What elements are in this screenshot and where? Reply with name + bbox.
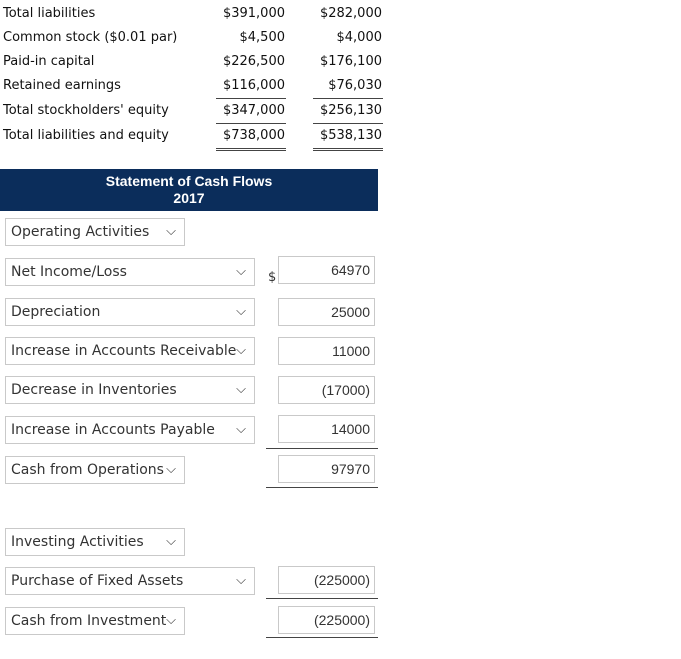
subtotal-rule (216, 98, 286, 99)
dropdown-selected-value: Investing Activities (11, 534, 144, 550)
chevron-down-icon: ⌵ (236, 573, 246, 588)
cash-from-investment-dropdown[interactable]: Cash from Investment ⌵ (5, 607, 185, 635)
dropdown-selected-value: Increase in Accounts Payable (11, 422, 215, 438)
chevron-down-icon: ⌵ (236, 382, 246, 397)
chevron-down-icon: ⌵ (236, 264, 246, 279)
inventories-amount-input[interactable]: (17000) (278, 376, 375, 404)
cash-flow-year: 2017 (173, 190, 205, 206)
subtotal-rule (266, 598, 378, 599)
chevron-down-icon: ⌵ (166, 462, 176, 477)
cash-from-investment-amount-input[interactable]: (225000) (278, 606, 375, 634)
dropdown-selected-value: Depreciation (11, 304, 101, 320)
cash-from-operations-amount-input[interactable]: 97970 (278, 455, 375, 483)
depreciation-dropdown[interactable]: Depreciation ⌵ (5, 298, 255, 326)
total-equity-2017: $347,000 (222, 103, 285, 118)
total-equity-2016: $256,130 (319, 103, 382, 118)
total-liabilities-2016: $282,000 (319, 6, 382, 21)
total-liabilities-equity-2016: $538,130 (319, 128, 382, 143)
chevron-down-icon: ⌵ (166, 613, 176, 628)
accounts-receivable-amount-input[interactable]: 11000 (278, 337, 375, 365)
row-label-total-equity: Total stockholders' equity (3, 103, 169, 118)
subtotal-rule (266, 448, 378, 449)
chevron-down-icon: ⌵ (166, 534, 176, 549)
row-label-paid-in-capital: Paid-in capital (3, 54, 95, 69)
total-double-rule (313, 148, 383, 151)
row-label-total-liabilities: Total liabilities (3, 6, 96, 21)
dropdown-selected-value: Net Income/Loss (11, 264, 127, 280)
fixed-assets-amount-input[interactable]: (225000) (278, 566, 375, 594)
investing-activities-dropdown[interactable]: Investing Activities ⌵ (5, 528, 185, 556)
chevron-down-icon: ⌵ (236, 343, 246, 358)
accounts-receivable-dropdown[interactable]: Increase in Accounts Receivable ⌵ (5, 337, 255, 365)
chevron-down-icon: ⌵ (166, 224, 176, 239)
cash-flow-header: Statement of Cash Flows 2017 (0, 169, 378, 211)
common-stock-2016: $4,000 (336, 30, 383, 45)
paid-in-capital-2017: $226,500 (222, 54, 285, 69)
fixed-assets-dropdown[interactable]: Purchase of Fixed Assets ⌵ (5, 567, 255, 595)
dollar-sign: $ (268, 270, 277, 285)
accounts-payable-amount-input[interactable]: 14000 (278, 415, 375, 443)
total-liabilities-equity-2017: $738,000 (222, 128, 285, 143)
net-income-dropdown[interactable]: Net Income/Loss ⌵ (5, 258, 255, 286)
dropdown-selected-value: Operating Activities (11, 224, 150, 240)
dropdown-selected-value: Cash from Operations (11, 462, 164, 478)
cash-flow-title: Statement of Cash Flows (105, 173, 273, 189)
retained-earnings-2016: $76,030 (328, 78, 382, 93)
accounts-payable-dropdown[interactable]: Increase in Accounts Payable ⌵ (5, 416, 255, 444)
net-income-amount-input[interactable]: 64970 (278, 256, 375, 284)
dropdown-selected-value: Increase in Accounts Receivable (11, 343, 237, 359)
total-rule (266, 487, 378, 488)
operating-activities-dropdown[interactable]: Operating Activities ⌵ (5, 218, 185, 246)
chevron-down-icon: ⌵ (236, 422, 246, 437)
subtotal-rule (216, 123, 286, 124)
dropdown-selected-value: Cash from Investment (11, 613, 167, 629)
total-double-rule (216, 148, 286, 151)
row-label-total-liabilities-equity: Total liabilities and equity (3, 128, 169, 143)
inventories-dropdown[interactable]: Decrease in Inventories ⌵ (5, 376, 255, 404)
subtotal-rule (313, 123, 383, 124)
depreciation-amount-input[interactable]: 25000 (278, 298, 375, 326)
total-liabilities-2017: $391,000 (222, 6, 285, 21)
cash-from-operations-dropdown[interactable]: Cash from Operations ⌵ (5, 456, 185, 484)
retained-earnings-2017: $116,000 (222, 78, 285, 93)
paid-in-capital-2016: $176,100 (319, 54, 382, 69)
chevron-down-icon: ⌵ (236, 304, 246, 319)
dropdown-selected-value: Decrease in Inventories (11, 382, 177, 398)
common-stock-2017: $4,500 (239, 30, 286, 45)
total-rule (266, 637, 378, 638)
row-label-common-stock: Common stock ($0.01 par) (3, 30, 178, 45)
row-label-retained-earnings: Retained earnings (3, 78, 121, 93)
subtotal-rule (313, 98, 383, 99)
dropdown-selected-value: Purchase of Fixed Assets (11, 573, 184, 589)
